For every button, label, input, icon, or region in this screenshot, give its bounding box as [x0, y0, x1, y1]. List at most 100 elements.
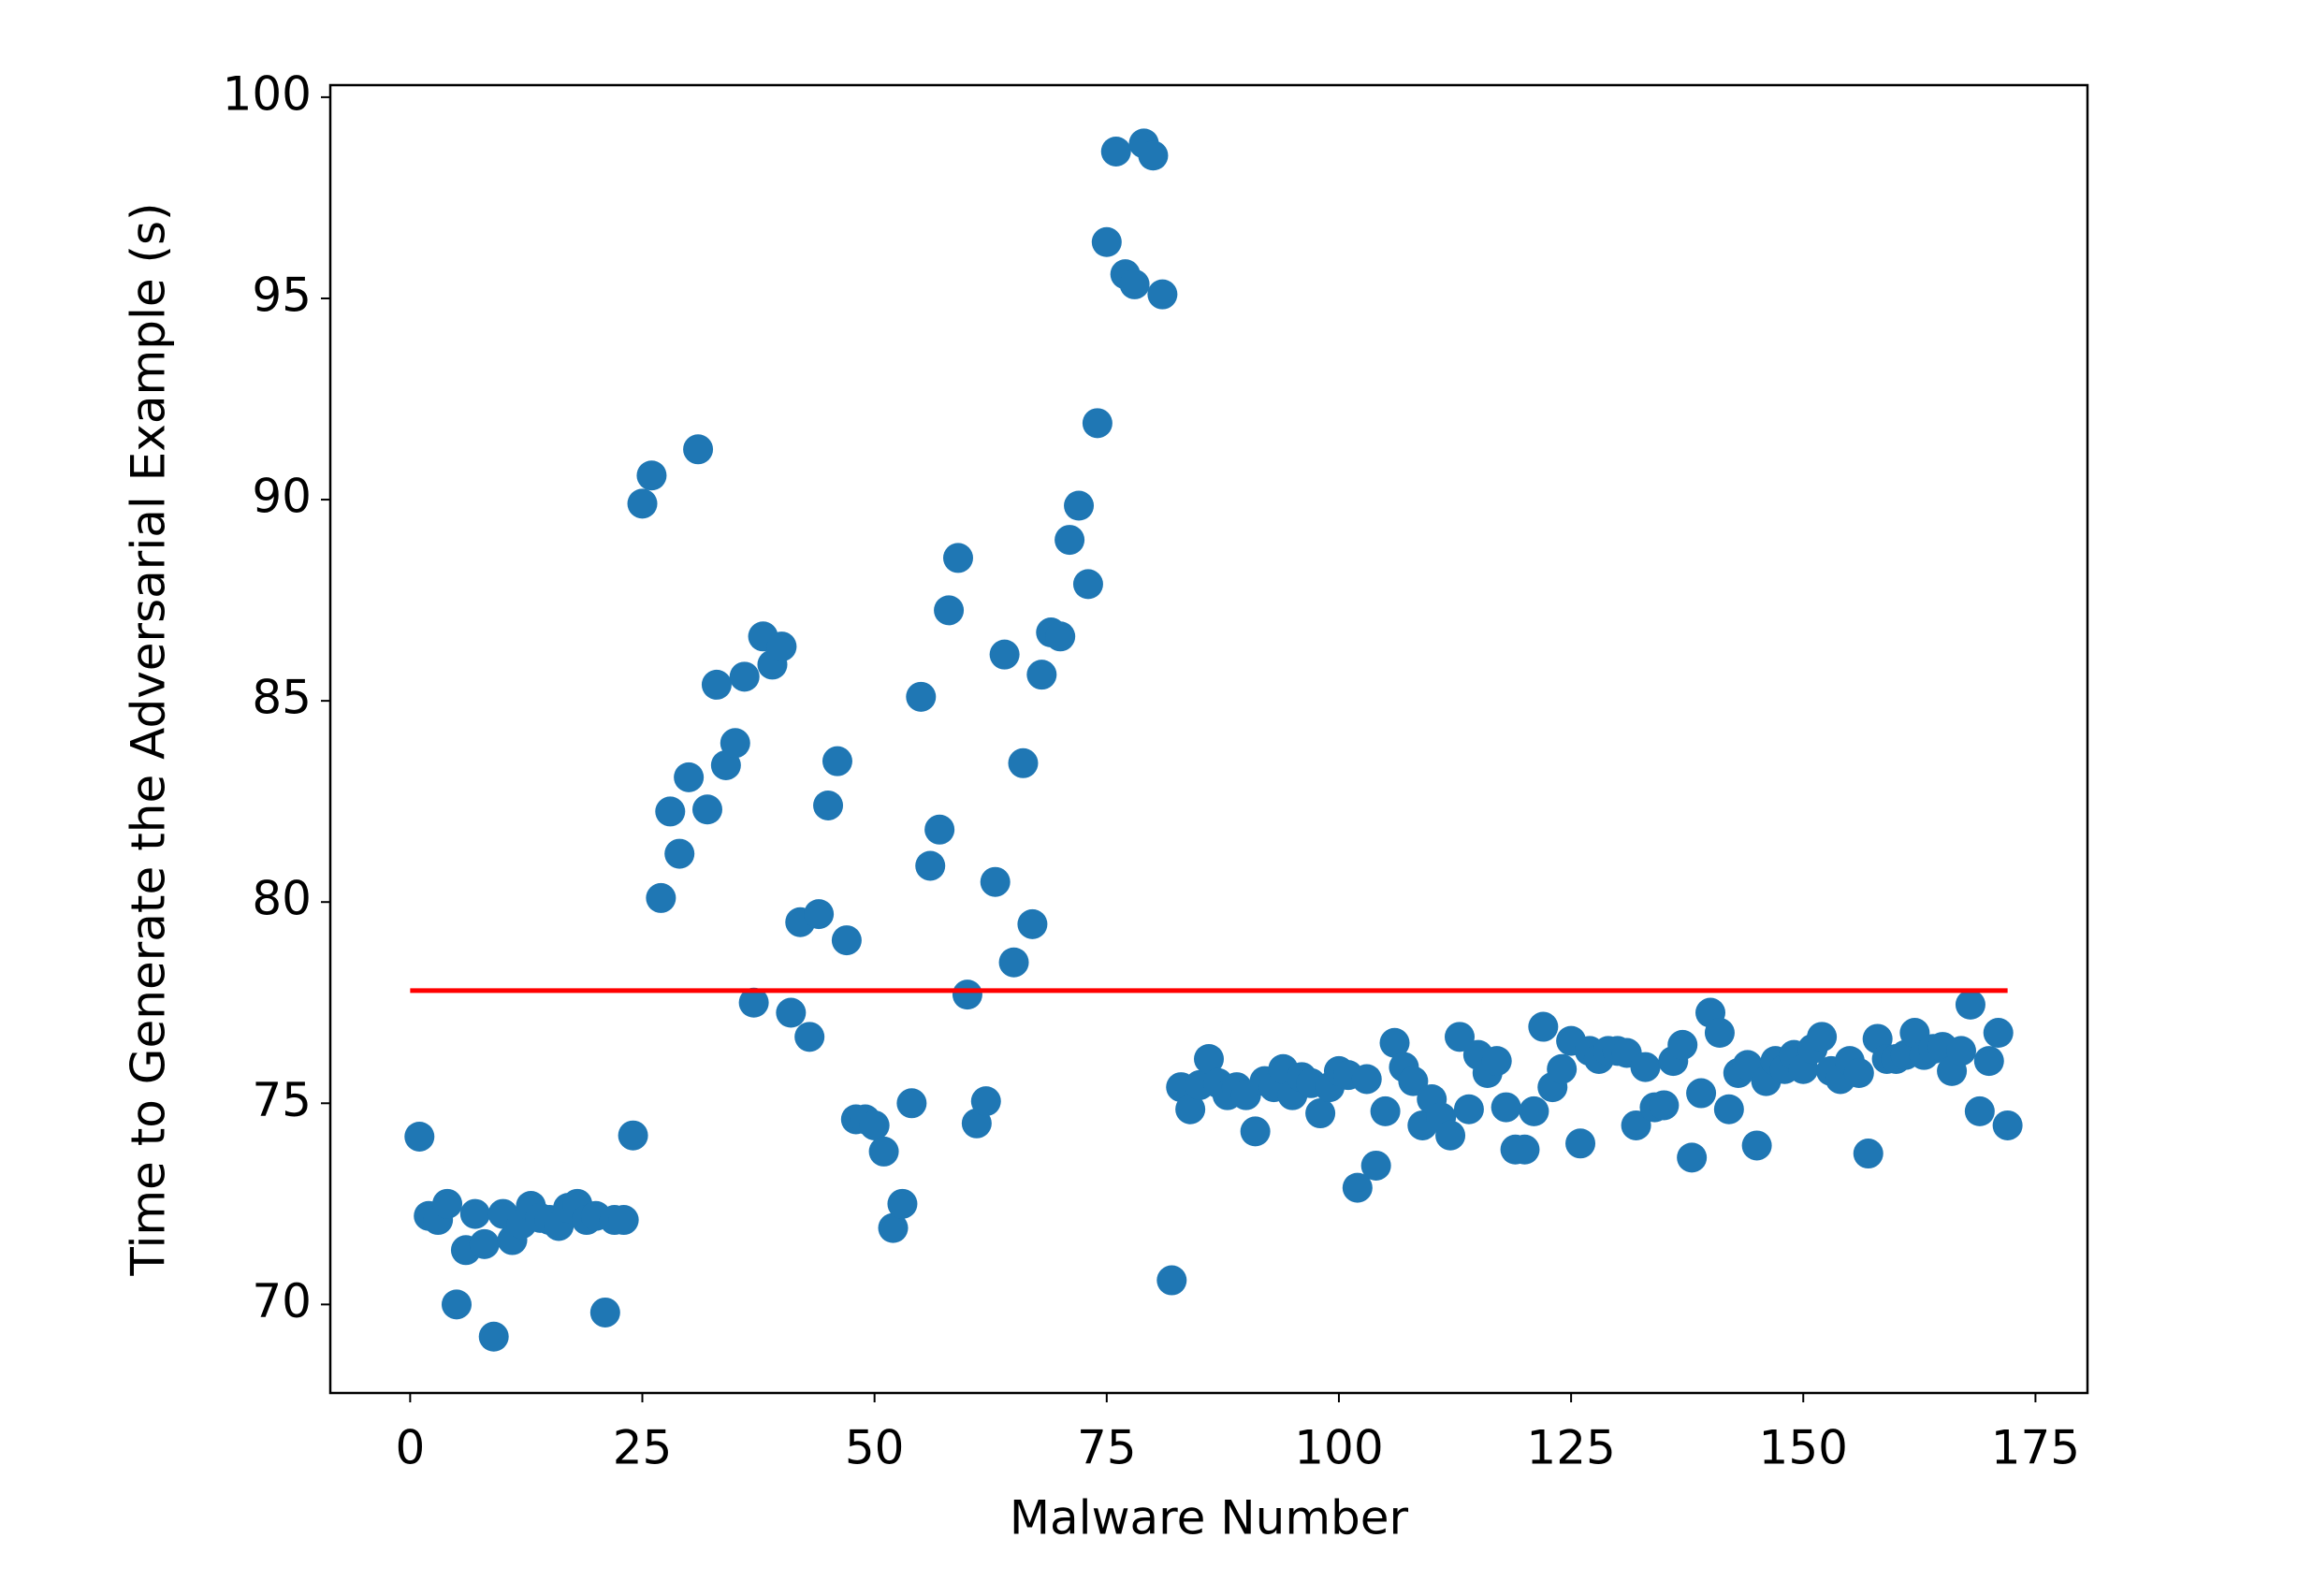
point — [1649, 1090, 1680, 1121]
point — [1491, 1092, 1521, 1123]
point — [924, 814, 955, 845]
y-tick-label: 85 — [252, 671, 312, 725]
point — [1741, 1130, 1772, 1161]
point — [1026, 660, 1057, 690]
point — [1453, 1094, 1484, 1124]
y-tick-label: 75 — [252, 1073, 312, 1127]
point — [1360, 1150, 1391, 1181]
point — [1398, 1066, 1429, 1096]
point — [1565, 1128, 1596, 1159]
point — [878, 1212, 909, 1243]
point — [627, 488, 658, 519]
point — [1091, 226, 1122, 257]
point — [1843, 1058, 1874, 1089]
point — [1713, 1094, 1744, 1124]
point — [980, 866, 1011, 897]
point — [618, 1120, 648, 1151]
point — [1973, 1046, 2004, 1077]
point — [859, 1110, 890, 1140]
point — [1008, 747, 1039, 778]
point — [1630, 1052, 1661, 1082]
point — [589, 1297, 620, 1328]
y-tick-label: 100 — [223, 66, 312, 121]
point — [813, 790, 844, 820]
y-axis-label: Time to Generate the Adversarial Example… — [122, 202, 176, 1276]
point — [691, 794, 722, 825]
point — [1240, 1116, 1271, 1147]
point — [1147, 279, 1178, 310]
y-tick-label: 95 — [252, 268, 312, 322]
point — [794, 1022, 825, 1052]
point — [1082, 408, 1113, 439]
point — [729, 661, 760, 692]
point — [934, 595, 965, 626]
y-tick-label: 90 — [252, 470, 312, 524]
point — [1955, 989, 1985, 1020]
point — [636, 460, 667, 491]
point — [1686, 1078, 1717, 1109]
x-tick-label: 0 — [395, 1421, 425, 1475]
point — [720, 728, 750, 759]
point — [1379, 1027, 1410, 1058]
point — [655, 796, 686, 827]
point — [469, 1228, 500, 1259]
x-tick-label: 75 — [1077, 1421, 1137, 1475]
point — [1519, 1095, 1549, 1126]
x-tick-label: 100 — [1294, 1421, 1383, 1475]
point — [478, 1321, 509, 1352]
point — [1054, 525, 1085, 556]
point — [1677, 1142, 1708, 1173]
point — [1370, 1095, 1401, 1126]
point — [1667, 1029, 1698, 1060]
point — [1175, 1094, 1206, 1124]
point — [646, 882, 676, 913]
point — [404, 1121, 435, 1152]
point — [906, 681, 937, 712]
point — [1072, 569, 1103, 600]
point — [1853, 1139, 1883, 1169]
x-tick-label: 150 — [1759, 1421, 1848, 1475]
x-tick-label: 25 — [613, 1421, 673, 1475]
point — [1621, 1110, 1651, 1140]
point — [1064, 490, 1095, 521]
y-tick-label: 70 — [252, 1274, 312, 1328]
point — [1100, 136, 1131, 167]
point — [1946, 1036, 1977, 1066]
point — [868, 1136, 899, 1167]
point — [701, 669, 732, 700]
point — [683, 434, 714, 465]
point — [432, 1188, 463, 1219]
point — [1305, 1098, 1336, 1129]
point — [1351, 1064, 1382, 1095]
point — [664, 838, 695, 869]
point — [970, 1086, 1001, 1117]
point — [998, 947, 1029, 978]
point — [989, 639, 1020, 670]
point — [1194, 1043, 1224, 1074]
point — [831, 925, 862, 956]
point — [674, 762, 705, 792]
x-axis-label: Malware Number — [1010, 1491, 1409, 1545]
point — [942, 543, 973, 573]
point — [1481, 1046, 1512, 1077]
point — [1509, 1134, 1540, 1165]
point — [441, 1289, 472, 1320]
point — [1807, 1022, 1838, 1052]
point — [1045, 621, 1076, 652]
y-tick-label: 80 — [252, 872, 312, 926]
point — [896, 1088, 927, 1119]
point — [1445, 1022, 1476, 1052]
point — [1992, 1110, 2023, 1140]
plot-frame — [328, 83, 2089, 1395]
point — [1547, 1053, 1578, 1084]
point — [1156, 1265, 1187, 1296]
x-tick-label: 50 — [845, 1421, 905, 1475]
point — [1017, 908, 1048, 939]
point — [738, 987, 769, 1018]
point — [1138, 140, 1169, 171]
point — [608, 1205, 639, 1236]
point — [1528, 1011, 1559, 1042]
point — [1704, 1018, 1735, 1049]
